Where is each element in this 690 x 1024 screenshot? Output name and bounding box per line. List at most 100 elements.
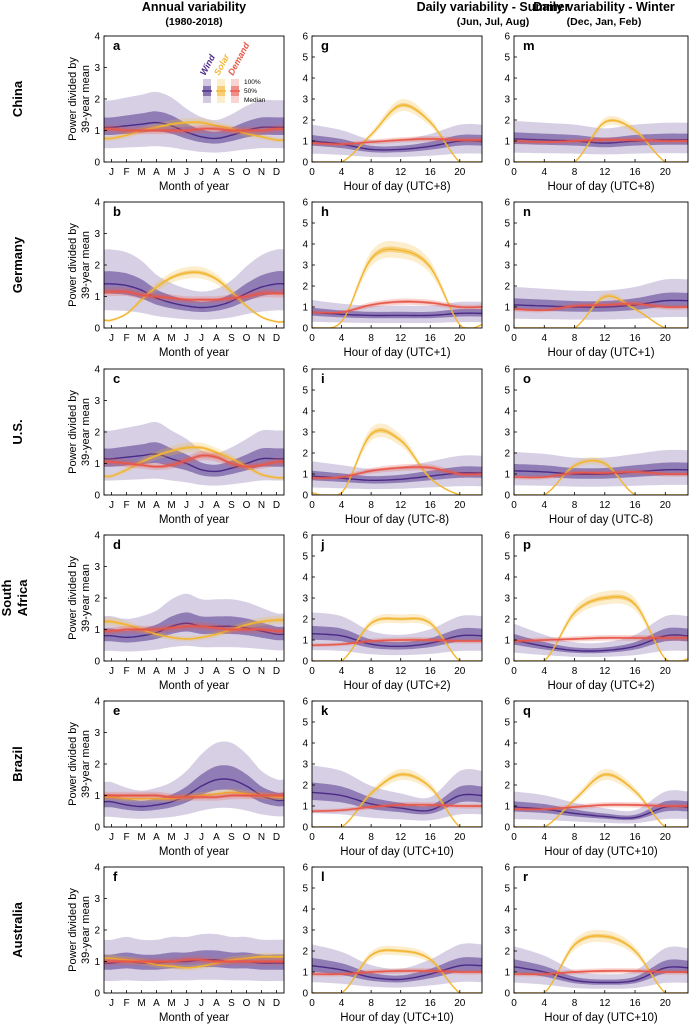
x-tick-label: J	[184, 333, 189, 344]
y-tick-label: 1	[504, 636, 510, 647]
y-tick-label: 4	[504, 240, 510, 251]
solar-band-100	[104, 952, 284, 971]
x-tick-label: 4	[339, 333, 345, 344]
x-tick-label: A	[153, 500, 160, 511]
x-tick-label: 0	[511, 666, 517, 677]
y-axis-label: Power divided by	[67, 556, 79, 640]
y-tick-label: 6	[504, 531, 510, 542]
x-tick-label: 12	[599, 167, 611, 178]
x-tick-label: A	[213, 998, 220, 1009]
y-tick-label: 0	[302, 823, 308, 834]
solar-band-100	[514, 768, 688, 827]
y-tick-label: 3	[94, 562, 100, 573]
y-tick-label: 2	[94, 261, 100, 272]
y-tick-label: 3	[94, 229, 100, 240]
solar-band-100	[514, 457, 688, 495]
x-tick-label: F	[123, 167, 129, 178]
y-tick-label: 2	[302, 449, 308, 460]
plot-area	[312, 765, 482, 827]
y-tick-label: 6	[504, 32, 510, 43]
y-tick-label: 0	[504, 657, 510, 668]
y-tick-label: 4	[94, 365, 100, 376]
panel-letter: e	[113, 703, 120, 718]
x-tick-label: 12	[599, 998, 611, 1009]
solar-median-line	[514, 119, 688, 162]
y-axis-label: 39-year mean	[80, 564, 92, 632]
x-tick-label: J	[184, 832, 189, 843]
solar-median-line	[104, 619, 284, 640]
y-tick-label: 1	[94, 292, 100, 303]
y-tick-label: 4	[302, 240, 308, 251]
y-tick-label: 5	[302, 718, 308, 729]
x-tick-label: S	[228, 666, 235, 677]
y-tick-label: 3	[94, 894, 100, 905]
x-tick-label: J	[184, 167, 189, 178]
wind-band-50	[312, 134, 482, 153]
x-tick-label: D	[273, 333, 280, 344]
x-tick-label: 16	[425, 832, 437, 843]
plot-area	[514, 278, 688, 328]
x-tick-label: 4	[339, 167, 345, 178]
x-tick-label: O	[243, 167, 251, 178]
x-tick-label: 16	[629, 832, 641, 843]
y-axis-label: Power divided by	[67, 223, 79, 307]
x-axis-label: Hour of day (UTC+8)	[547, 181, 654, 193]
x-tick-label: 20	[660, 666, 672, 677]
x-axis-label: Month of year	[159, 181, 229, 193]
demand-median-line	[104, 625, 284, 632]
y-tick-label: 5	[504, 552, 510, 563]
x-tick-label: M	[137, 832, 145, 843]
y-tick-label: 6	[504, 198, 510, 209]
y-tick-label: 6	[302, 697, 308, 708]
x-tick-label: A	[213, 832, 220, 843]
x-tick-label: J	[184, 666, 189, 677]
demand-band-100	[312, 463, 482, 481]
row-label-group: Brazil	[10, 746, 25, 781]
y-tick-label: 3	[504, 760, 510, 771]
column-subtitle: (1980-2018)	[165, 16, 222, 28]
x-axis-label: Hour of day (UTC+2)	[547, 680, 654, 692]
x-tick-label: S	[228, 167, 235, 178]
y-tick-label: 3	[302, 926, 308, 937]
y-tick-label: 0	[302, 158, 308, 169]
plot-area	[514, 115, 688, 162]
y-tick-label: 1	[504, 470, 510, 481]
x-tick-label: 8	[368, 333, 374, 344]
y-tick-label: 6	[302, 531, 308, 542]
x-tick-label: N	[258, 832, 265, 843]
y-tick-label: 2	[504, 282, 510, 293]
solar-band-100	[312, 768, 482, 827]
y-tick-label: 0	[94, 657, 100, 668]
demand-band-100	[104, 622, 284, 635]
y-tick-label: 5	[504, 53, 510, 64]
row-label: South	[0, 580, 14, 617]
x-tick-label: 12	[599, 832, 611, 843]
y-tick-label: 2	[94, 428, 100, 439]
x-tick-label: N	[258, 333, 265, 344]
y-tick-label: 0	[302, 989, 308, 1000]
y-tick-label: 6	[302, 32, 308, 43]
wind-median-line	[312, 633, 482, 647]
y-tick-label: 2	[302, 947, 308, 958]
x-tick-label: O	[243, 500, 251, 511]
plot-area	[312, 943, 482, 993]
x-tick-label: M	[137, 333, 145, 344]
y-tick-label: 1	[94, 459, 100, 470]
demand-band-50	[104, 453, 284, 469]
row-label-group: Australia	[10, 901, 25, 957]
x-tick-label: F	[123, 666, 129, 677]
y-tick-label: 4	[504, 905, 510, 916]
solar-median-line	[514, 935, 688, 993]
y-tick-label: 4	[94, 198, 100, 209]
demand-band-50	[104, 624, 284, 633]
x-tick-label: 16	[425, 666, 437, 677]
x-tick-label: O	[243, 998, 251, 1009]
x-tick-label: 12	[395, 832, 407, 843]
x-tick-label: 20	[454, 998, 466, 1009]
